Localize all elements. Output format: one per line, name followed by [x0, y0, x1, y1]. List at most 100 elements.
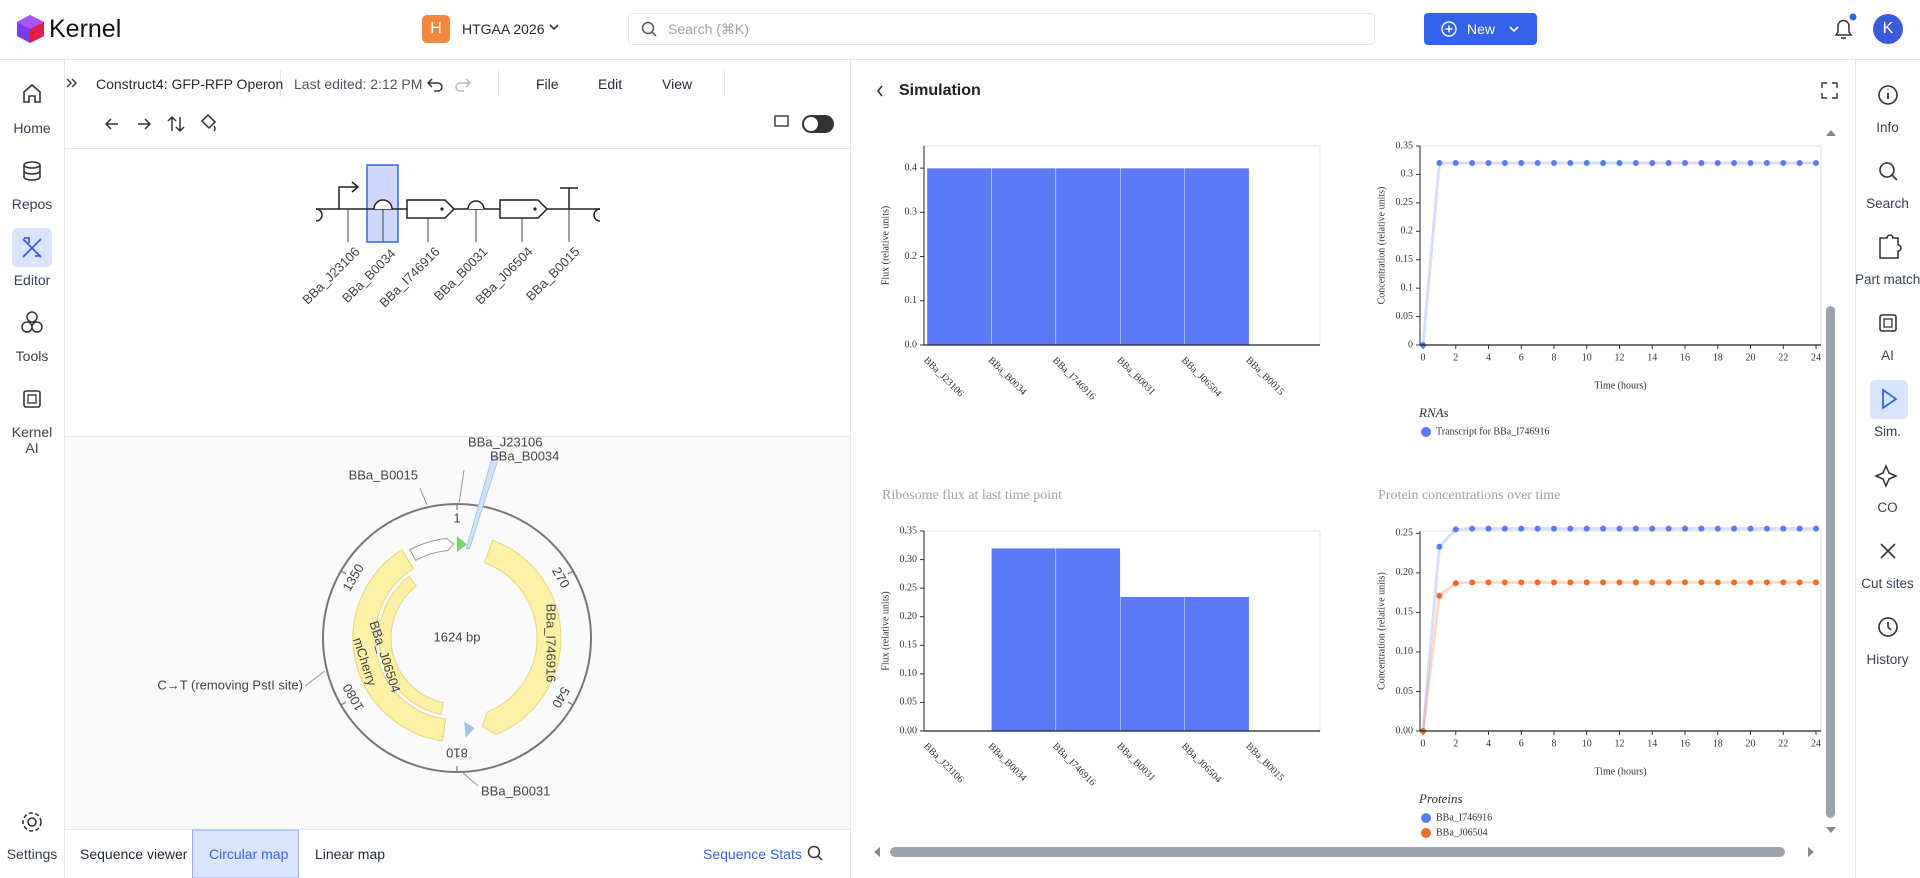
new-button-label[interactable]: New [1467, 21, 1496, 37]
data-point [1796, 525, 1803, 532]
data-point [1616, 525, 1623, 532]
tools-icon [31, 321, 43, 333]
map-tick [567, 701, 574, 706]
paint-icon[interactable] [200, 113, 217, 132]
rbs-mark [464, 721, 475, 738]
nav-label[interactable]: AI [1881, 348, 1894, 363]
search-box[interactable] [628, 13, 1375, 45]
x-tick-label: BBa_J06504 [1179, 741, 1223, 785]
search-icon[interactable] [1879, 162, 1895, 178]
nav-label[interactable]: Settings [6, 846, 58, 862]
data-point [1616, 160, 1623, 167]
annotation-label: BBa_B0015 [349, 467, 418, 482]
x-tick-label: 10 [1582, 738, 1592, 749]
y-tick-label: 0.20 [1396, 567, 1414, 578]
x-tick-label: 16 [1680, 352, 1690, 363]
data-point [1567, 525, 1574, 532]
ai-icon [1883, 318, 1893, 328]
new-button[interactable] [1424, 13, 1537, 45]
settings-icon[interactable] [27, 817, 37, 827]
circular-map [304, 455, 592, 787]
present-icon[interactable] [774, 115, 789, 127]
chevron[interactable] [549, 24, 559, 31]
menu-item[interactable]: File [536, 76, 559, 92]
tab[interactable]: Linear map [315, 846, 386, 862]
repos-icon[interactable] [23, 161, 41, 169]
y-tick-label: 0.30 [900, 554, 918, 565]
panel-title: Simulation [899, 82, 981, 99]
nav-label[interactable]: Sim. [1874, 424, 1901, 439]
tools-icon[interactable] [26, 311, 38, 323]
nav-label[interactable]: Kernel AI [11, 424, 53, 456]
cds-dot [533, 207, 537, 211]
co-icon[interactable] [1874, 464, 1898, 488]
cut-icon[interactable] [1880, 543, 1896, 559]
sim-icon[interactable] [1882, 388, 1898, 410]
document-title[interactable]: Construct4: GFP-RFP Operon [96, 76, 284, 92]
data-point [1780, 579, 1787, 586]
data-point [1600, 525, 1607, 532]
y-tick-label: 0.10 [1396, 646, 1414, 657]
active-tab[interactable] [192, 829, 299, 878]
scroll-up[interactable] [1826, 130, 1836, 136]
nav-label[interactable]: History [1866, 652, 1909, 667]
nav-label[interactable]: Info [1876, 120, 1899, 135]
scroll-down[interactable] [1826, 827, 1836, 833]
app-name[interactable]: Kernel [49, 15, 122, 43]
x-tick-label: 12 [1615, 352, 1625, 363]
x-tick-label: 22 [1778, 352, 1788, 363]
bell-icon[interactable] [1834, 19, 1853, 39]
part-match-icon[interactable] [1879, 234, 1902, 259]
legend-marker [1421, 828, 1431, 838]
ai-icon[interactable] [23, 390, 41, 408]
scroll-left[interactable] [874, 847, 880, 857]
nav-label[interactable]: CO [1877, 500, 1898, 515]
search-placeholder[interactable]: Search (⌘K) [668, 21, 749, 37]
nav-label[interactable]: Repos [11, 196, 53, 212]
nav-label[interactable]: Tools [15, 348, 49, 364]
search-icon[interactable] [807, 845, 821, 859]
home-icon[interactable] [23, 83, 41, 103]
history-icon[interactable] [1878, 617, 1898, 637]
nav-label[interactable]: Part match [1855, 272, 1920, 287]
workspace-badge[interactable] [422, 15, 450, 43]
avatar[interactable] [1873, 14, 1903, 44]
data-point [1747, 525, 1754, 532]
scroll-right[interactable] [1808, 847, 1814, 857]
x-tick-label: 24 [1811, 352, 1821, 363]
x-tick-label: BBa_B0015 [1243, 741, 1286, 784]
nav-label[interactable]: Home [13, 120, 51, 136]
workspace-name[interactable]: HTGAA 2026 [462, 21, 545, 37]
y-tick-label: 0.15 [1396, 607, 1414, 618]
menu-item[interactable]: Edit [598, 76, 623, 92]
menu-item[interactable]: View [662, 76, 693, 92]
redo-icon[interactable] [455, 78, 472, 92]
editor-icon[interactable] [22, 237, 42, 258]
tab[interactable]: Sequence viewer [80, 846, 188, 862]
plot-frame [1419, 530, 1822, 732]
data-point [1649, 579, 1656, 586]
legend-label: Transcript for BBa_I746916 [1436, 426, 1550, 437]
scrollbar-thumb[interactable] [1826, 306, 1835, 818]
sequence-stats[interactable]: Sequence Stats [703, 846, 802, 862]
ai-icon[interactable] [1879, 314, 1897, 332]
tab[interactable]: Circular map [209, 846, 289, 862]
undo-icon[interactable] [426, 78, 443, 92]
flip-icon[interactable] [167, 115, 185, 133]
data-point [1436, 160, 1443, 167]
back-icon[interactable] [876, 85, 883, 97]
scrollbar-thumb[interactable] [890, 847, 1785, 857]
forward-icon[interactable] [138, 118, 152, 130]
back-icon[interactable] [104, 118, 118, 130]
nav-label[interactable]: Search [1866, 196, 1909, 211]
nav-label[interactable]: Editor [13, 272, 51, 288]
chart-title: Protein concentrations over time [1378, 488, 1560, 503]
data-point [1501, 160, 1508, 167]
info-icon[interactable] [1878, 85, 1898, 105]
data-point [1714, 160, 1721, 167]
nav-label[interactable]: Cut sites [1861, 576, 1914, 591]
expand-icon[interactable] [66, 78, 77, 88]
search-icon [1891, 174, 1898, 181]
fullscreen-icon[interactable] [1821, 82, 1838, 99]
